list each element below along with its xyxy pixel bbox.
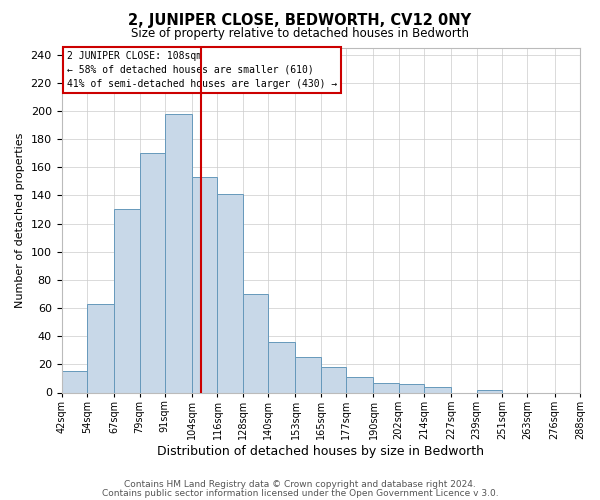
Text: Size of property relative to detached houses in Bedworth: Size of property relative to detached ho… (131, 28, 469, 40)
Text: 2, JUNIPER CLOSE, BEDWORTH, CV12 0NY: 2, JUNIPER CLOSE, BEDWORTH, CV12 0NY (128, 12, 472, 28)
Bar (268, 342, 295, 392)
Bar (243, 294, 268, 392)
Bar (346, 377, 373, 392)
Bar (165, 114, 192, 392)
Bar (114, 210, 140, 392)
Bar (477, 390, 502, 392)
Text: Contains public sector information licensed under the Open Government Licence v : Contains public sector information licen… (101, 488, 499, 498)
Text: Contains HM Land Registry data © Crown copyright and database right 2024.: Contains HM Land Registry data © Crown c… (124, 480, 476, 489)
Y-axis label: Number of detached properties: Number of detached properties (15, 132, 25, 308)
Bar (424, 387, 451, 392)
Bar (295, 358, 321, 392)
Bar (140, 153, 165, 392)
Text: 2 JUNIPER CLOSE: 108sqm
← 58% of detached houses are smaller (610)
41% of semi-d: 2 JUNIPER CLOSE: 108sqm ← 58% of detache… (67, 51, 337, 89)
Bar (192, 177, 217, 392)
Bar (399, 384, 424, 392)
Bar (87, 304, 114, 392)
Bar (321, 367, 346, 392)
Bar (373, 382, 399, 392)
X-axis label: Distribution of detached houses by size in Bedworth: Distribution of detached houses by size … (157, 444, 484, 458)
Bar (217, 194, 243, 392)
Bar (62, 372, 87, 392)
